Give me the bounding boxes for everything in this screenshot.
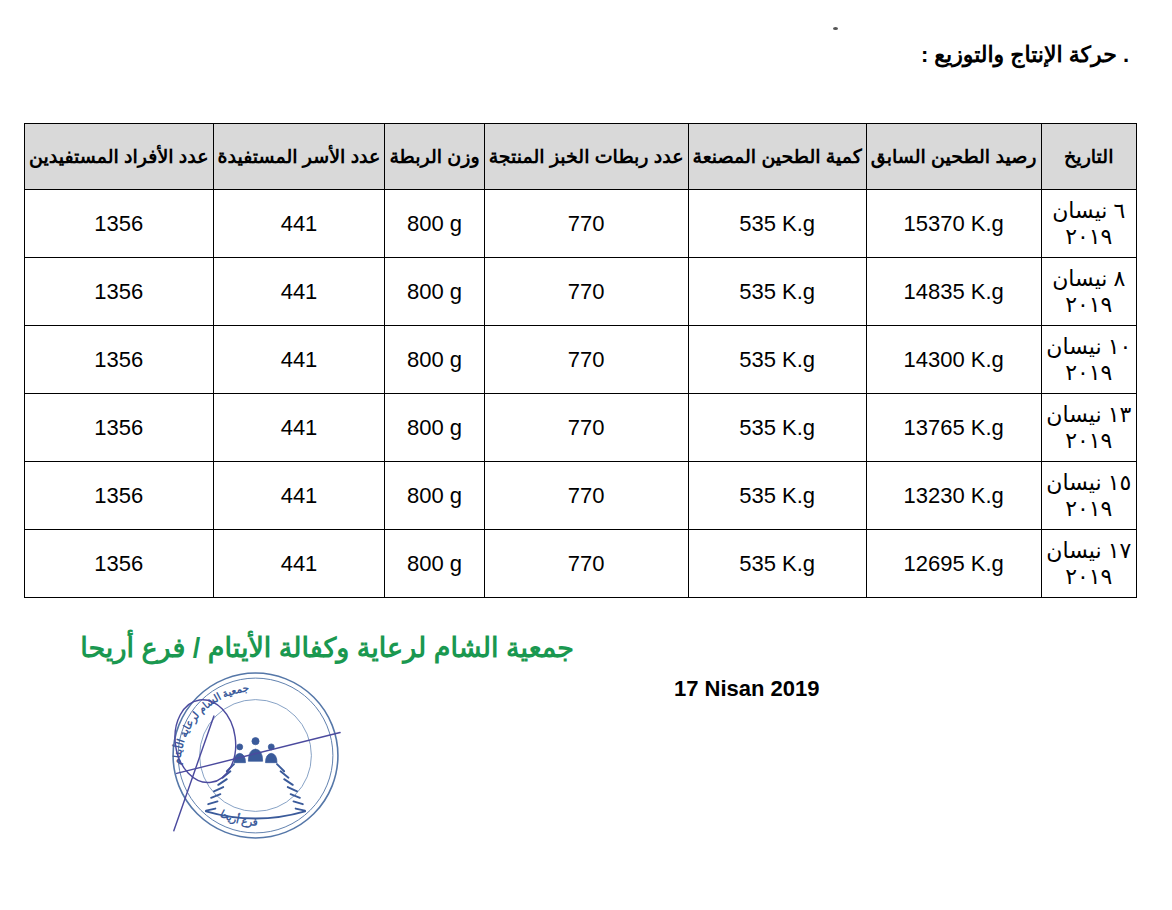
svg-text:جمعية الشام لرعاية الأيتام: جمعية الشام لرعاية الأيتام bbox=[171, 682, 250, 765]
